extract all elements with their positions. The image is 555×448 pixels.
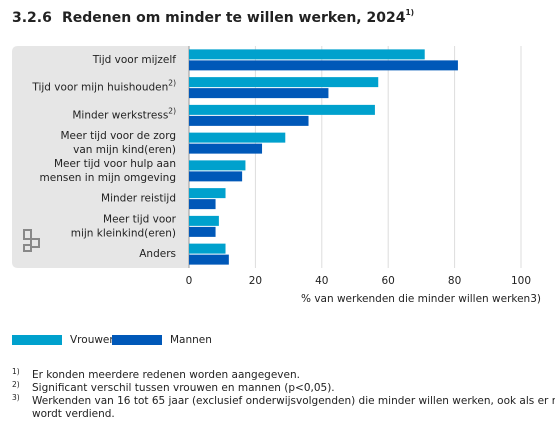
bar: [189, 132, 286, 143]
bar: [189, 215, 219, 226]
y-tick-label: Meer tijd voor hulp aan: [54, 158, 176, 170]
bar: [189, 171, 243, 182]
label-panel: [12, 46, 189, 268]
category-note: 2): [168, 106, 176, 115]
x-tick-label: 40: [315, 275, 328, 287]
y-tick-label: mijn kleinkind(eren): [71, 227, 176, 239]
y-tick-label: van mijn kind(eren): [73, 144, 176, 156]
y-tick-label: Meer tijd voor: [103, 213, 177, 225]
footnote-text: Werkenden van 16 tot 65 jaar (exclusief …: [32, 395, 555, 407]
bar: [189, 188, 226, 199]
legend-swatch: [12, 335, 62, 345]
category-line: Meer tijd voor: [103, 213, 177, 225]
legend-label: Mannen: [170, 334, 212, 346]
category-line: Minder werkstress: [72, 109, 168, 121]
category-line: Meer tijd voor de zorg: [61, 130, 177, 142]
category-line: Meer tijd voor hulp aan: [54, 158, 176, 170]
bar: [189, 243, 226, 254]
y-tick-label: Tijd voor mijzelf: [92, 54, 177, 66]
y-tick-label: mensen in mijn omgeving: [40, 172, 176, 184]
footnote-text: Er konden meerdere redenen worden aangeg…: [32, 369, 300, 381]
section-number: 3.2.6: [12, 10, 52, 26]
footnote-text: wordt verdiend.: [32, 408, 115, 420]
title-text: Redenen om minder te willen werken, 2024: [62, 10, 406, 26]
footnote-text: Significant verschil tussen vrouwen en m…: [32, 382, 335, 394]
category-note: 2): [168, 79, 176, 88]
y-tick-label: Minder reistijd: [101, 193, 176, 205]
bar: [189, 254, 229, 265]
category-line: Anders: [139, 248, 176, 260]
chart-title: Redenen om minder te willen werken, 2024…: [62, 8, 414, 26]
title-note: 1): [405, 8, 414, 17]
bar: [189, 143, 263, 154]
logo: [23, 229, 40, 252]
bar: [189, 104, 375, 115]
x-tick-label: 100: [511, 275, 531, 287]
x-tick-label: 80: [448, 275, 461, 287]
category-line: Tijd voor mijzelf: [92, 54, 177, 66]
bar: [189, 88, 329, 99]
x-tick-label: 20: [249, 275, 262, 287]
category-line: van mijn kind(eren): [73, 144, 176, 156]
y-tick-label: Tijd voor mijn huishouden2): [31, 79, 176, 94]
x-tick-label: 0: [186, 275, 193, 287]
y-tick-label: Meer tijd voor de zorg: [61, 130, 177, 142]
bar: [189, 226, 216, 237]
bar: [189, 160, 246, 171]
legend-label: Vrouwen: [70, 334, 116, 346]
bar: [189, 199, 216, 210]
x-tick-label: 60: [382, 275, 395, 287]
category-line: Minder reistijd: [101, 193, 176, 205]
footnote-marker: 1): [12, 367, 20, 376]
bar: [189, 77, 379, 88]
legend-swatch: [112, 335, 162, 345]
category-line: Tijd voor mijn huishouden: [31, 82, 168, 94]
bar: [189, 49, 425, 60]
category-line: mijn kleinkind(eren): [71, 227, 176, 239]
y-tick-label: Minder werkstress2): [72, 106, 176, 121]
bar: [189, 115, 309, 126]
y-tick-label: Anders: [139, 248, 176, 260]
bar: [189, 60, 458, 71]
category-line: mensen in mijn omgeving: [40, 172, 176, 184]
footnote-marker: 3): [12, 393, 20, 402]
footnote-marker: 2): [12, 380, 20, 389]
x-axis-label: % van werkenden die minder willen werken…: [301, 293, 541, 305]
